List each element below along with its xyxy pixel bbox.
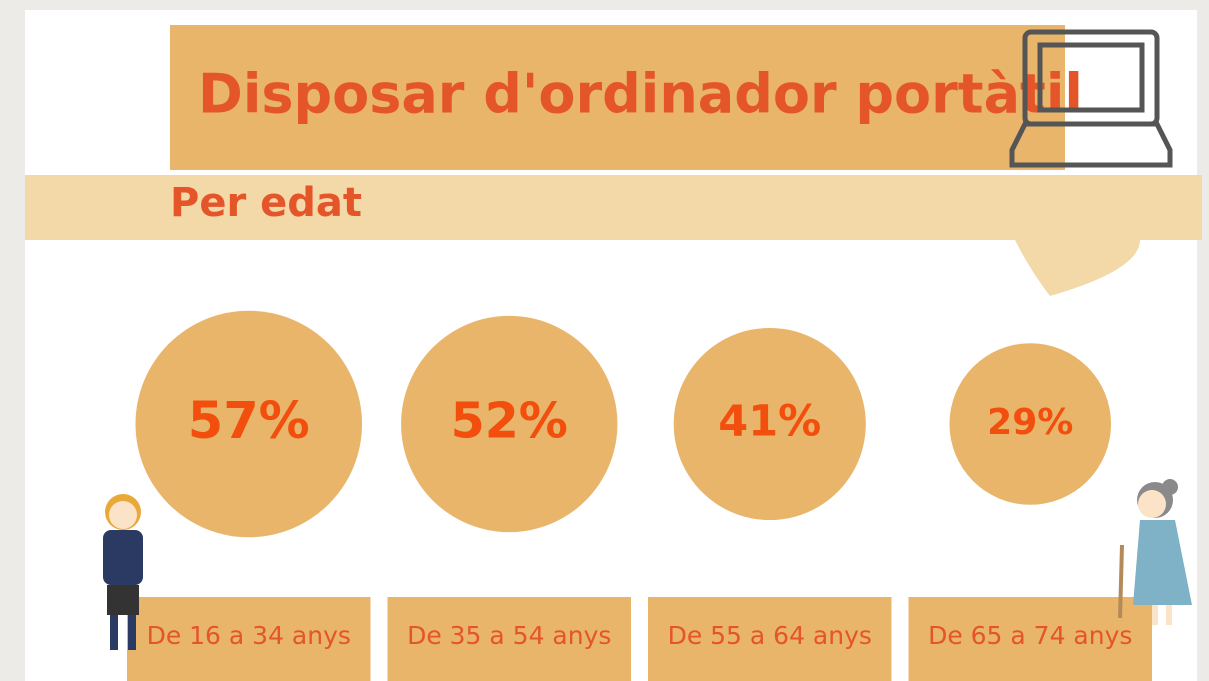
category-label: De 35 a 54 anys [407, 621, 611, 650]
value-label: 57% [188, 392, 310, 451]
value-label: 52% [451, 393, 568, 450]
chart-title: Disposar d'ordinador portàtil [198, 63, 1083, 126]
category-label: De 16 a 34 anys [147, 621, 351, 650]
category-label: De 55 a 64 anys [668, 621, 872, 650]
chart: Disposar d'ordinador portàtil Per edat D… [0, 0, 1209, 681]
page: {"chart_data": {"type": "bubble", "title… [0, 0, 1209, 681]
category-label: De 65 a 74 anys [928, 621, 1132, 650]
value-label: 29% [987, 402, 1073, 443]
value-label: 41% [718, 397, 821, 447]
chart-subtitle: Per edat [170, 180, 362, 226]
